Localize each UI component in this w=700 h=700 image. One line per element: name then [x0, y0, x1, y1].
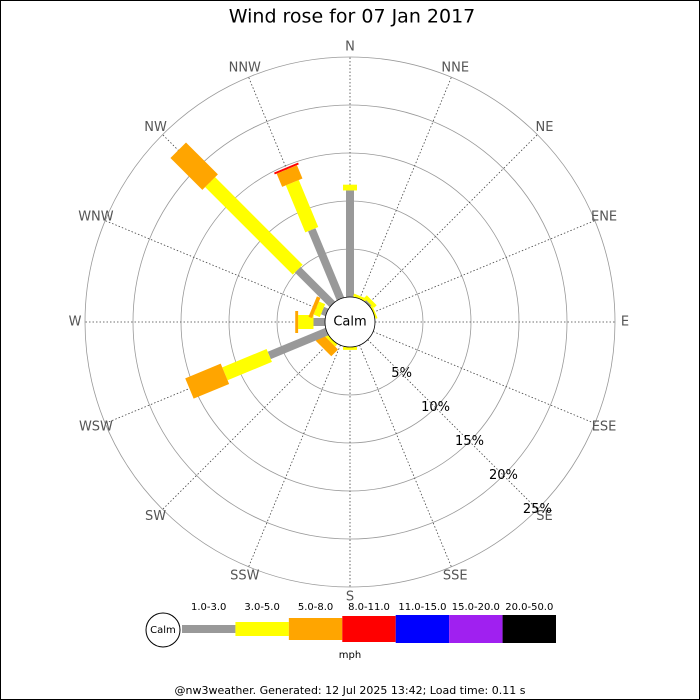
- legend-swatch: [395, 615, 450, 643]
- spoke: [248, 344, 341, 567]
- spoke: [372, 220, 595, 313]
- legend-swatch: [235, 622, 289, 636]
- bar-segment: [313, 301, 326, 318]
- direction-label: W: [69, 315, 82, 330]
- ring-label: 20%: [489, 468, 518, 483]
- rose: N NNE NE ENE E ESE SE SSE S SSW SW WSW W WNW NW NNW Calm…: [69, 40, 630, 605]
- bar-segment: [346, 190, 354, 297]
- ring-label: 10%: [421, 400, 450, 415]
- bar-segment: [320, 306, 329, 317]
- bar-segment: [353, 293, 368, 302]
- direction-label: NNW: [229, 60, 261, 75]
- bar-segment: [294, 266, 336, 308]
- direction-label: S: [346, 590, 354, 605]
- direction-label: SE: [536, 509, 552, 524]
- legend-units: mph: [339, 650, 361, 661]
- ring-label: 25%: [523, 502, 552, 517]
- direction-label: NNE: [441, 60, 469, 75]
- legend-calm-circle: [145, 612, 181, 648]
- spoke: [359, 77, 452, 300]
- bar-segment: [170, 142, 218, 190]
- legend-label: 5.0-8.0: [298, 602, 333, 613]
- ring-label: 5%: [391, 366, 412, 381]
- direction-label: WSW: [79, 420, 113, 435]
- bar-segment: [308, 296, 321, 319]
- legend-label: 11.0-15.0: [398, 602, 446, 613]
- calm-circle: [324, 296, 376, 348]
- legend-label: 1.0-3.0: [191, 602, 226, 613]
- legend-calm-label: Calm: [150, 625, 176, 636]
- legend-label: 8.0-11.0: [348, 602, 390, 613]
- bar-segment: [325, 334, 338, 347]
- direction-label: SSE: [443, 569, 468, 584]
- direction-label: E: [621, 315, 629, 330]
- bar-segment: [370, 305, 378, 319]
- direction-label: SW: [145, 509, 166, 524]
- legend-swatch: [288, 618, 343, 640]
- legend-swatch: [182, 625, 236, 633]
- bar-segment: [285, 180, 319, 233]
- bar-segment: [315, 333, 339, 357]
- legend-label: 15.0-20.0: [452, 602, 500, 613]
- spoke: [367, 339, 538, 510]
- ring: [132, 104, 568, 540]
- bar-segment: [364, 295, 377, 308]
- legend-swatch: [502, 615, 556, 643]
- direction-label: SSW: [230, 569, 260, 584]
- legend: Calm 1.0-3.0 3.0-5.0 5.0-8.0 8.0-11.0 11.0-15…: [145, 602, 556, 661]
- bar-segment: [343, 184, 357, 191]
- bar-segment: [267, 327, 329, 360]
- ring-label: 15%: [455, 434, 484, 449]
- footer: @nw3weather. Generated: 12 Jul 2025 13:4…: [175, 684, 526, 697]
- bar-segment: [308, 228, 345, 301]
- calm-label: Calm: [333, 315, 366, 330]
- spoke: [367, 134, 538, 305]
- bar-segment: [222, 348, 272, 381]
- direction-label: ENE: [591, 209, 617, 224]
- chart-title: Wind rose for 07 Jan 2017: [229, 6, 476, 28]
- bar-segment: [185, 363, 230, 399]
- direction-label: NW: [144, 120, 167, 135]
- bar-segment: [276, 165, 303, 187]
- bar-segment: [313, 318, 326, 326]
- bar-segment: [298, 315, 314, 329]
- legend-swatch: [342, 616, 396, 642]
- spoke: [105, 220, 328, 313]
- bar-segment: [364, 300, 372, 308]
- ring: [84, 56, 616, 588]
- direction-label: ESE: [592, 420, 617, 435]
- legend-label: 3.0-5.0: [244, 602, 279, 613]
- legend-swatch: [449, 615, 503, 643]
- direction-label: WNW: [78, 209, 114, 224]
- bar-segment: [343, 347, 357, 350]
- bar-segment: [295, 311, 299, 333]
- direction-label: NE: [535, 120, 553, 135]
- spoke: [162, 339, 333, 510]
- bar-segment: [274, 162, 299, 175]
- bar-segment: [205, 177, 303, 275]
- direction-label: N: [345, 40, 355, 55]
- spoke: [372, 331, 595, 424]
- spoke: [359, 344, 452, 567]
- legend-label: 20.0-50.0: [505, 602, 553, 613]
